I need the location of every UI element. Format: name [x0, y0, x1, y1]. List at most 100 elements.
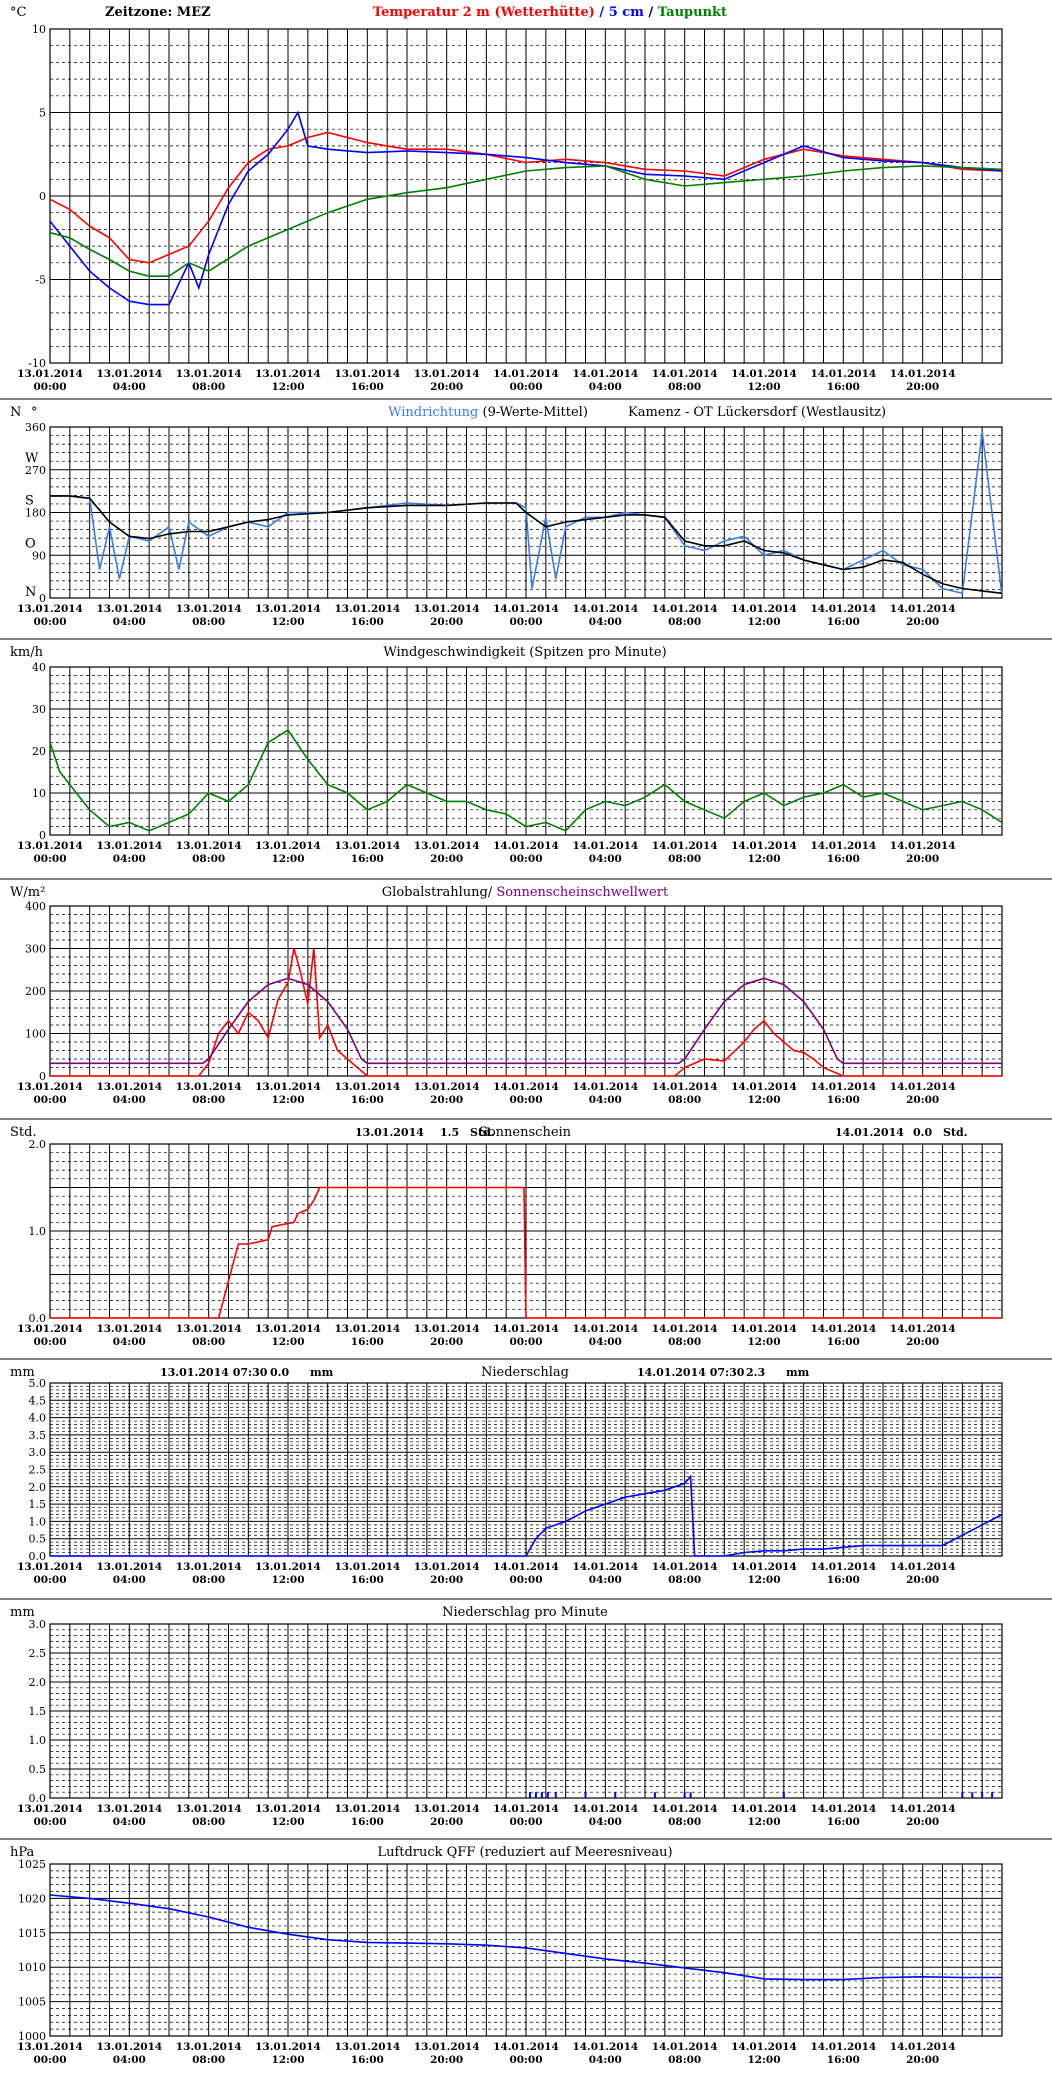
x-date-label: 14.01.2014: [572, 840, 638, 852]
x-date-label: 14.01.2014: [652, 2041, 718, 2053]
x-date-label: 14.01.2014: [890, 1561, 956, 1573]
x-date-label: 14.01.2014: [652, 840, 718, 852]
x-date-label: 13.01.2014: [255, 1803, 321, 1815]
day-summary-value: 2.3: [746, 1366, 765, 1379]
y-tick-label: 1.5: [29, 1498, 47, 1511]
x-time-label: 00:00: [33, 616, 66, 628]
x-date-label: 13.01.2014: [414, 603, 480, 615]
x-time-label: 20:00: [906, 1094, 939, 1106]
x-date-label: 14.01.2014: [731, 1803, 797, 1815]
x-time-label: 16:00: [827, 853, 860, 865]
x-time-label: 12:00: [747, 2054, 780, 2066]
x-date-label: 14.01.2014: [493, 2041, 559, 2053]
x-date-label: 14.01.2014: [810, 1081, 876, 1093]
x-date-label: 13.01.2014: [17, 1323, 83, 1335]
x-date-label: 14.01.2014: [572, 603, 638, 615]
x-time-label: 20:00: [430, 1336, 463, 1348]
x-date-label: 13.01.2014: [334, 2041, 400, 2053]
plot-frame: [49, 666, 1003, 836]
x-date-label: 14.01.2014: [731, 840, 797, 852]
unit-label: Std.: [10, 1125, 37, 1140]
series-line: [50, 1186, 1002, 1319]
x-time-label: 00:00: [33, 2054, 66, 2066]
series-line: [49, 165, 1003, 278]
x-time-label: 00:00: [509, 1574, 542, 1586]
y-tick-label: 300: [25, 943, 46, 956]
x-date-label: 13.01.2014: [176, 1803, 242, 1815]
y-tick-label: 3.0: [29, 1446, 47, 1459]
x-date-label: 14.01.2014: [493, 603, 559, 615]
x-time-label: 20:00: [430, 1574, 463, 1586]
y-tick-label: 1.0: [29, 1225, 47, 1238]
x-date-label: 13.01.2014: [176, 368, 242, 380]
x-time-label: 00:00: [509, 381, 542, 393]
y-tick-label: 2.5: [29, 1464, 47, 1477]
compass-label: S: [25, 494, 34, 509]
x-time-label: 04:00: [113, 381, 146, 393]
unit-label: N: [10, 405, 21, 420]
x-time-label: 04:00: [589, 1336, 622, 1348]
x-time-label: 16:00: [827, 2054, 860, 2066]
day-summary-unit: Std.: [943, 1126, 968, 1139]
x-time-label: 04:00: [113, 853, 146, 865]
series-line: [49, 110, 1003, 306]
x-time-label: 04:00: [589, 1574, 622, 1586]
x-axis-labels: 13.01.201400:0013.01.201404:0013.01.2014…: [17, 1323, 955, 1348]
x-axis-labels: 13.01.201400:0013.01.201404:0013.01.2014…: [17, 2041, 955, 2066]
x-date-label: 14.01.2014: [493, 368, 559, 380]
x-time-label: 08:00: [192, 1336, 225, 1348]
panel-wind_direction: 0 90 180 270 360 N ° W S O N Windrichtung (9-Werte-…: [0, 398, 1052, 628]
x-time-label: 12:00: [747, 381, 780, 393]
y-tick-label: 90: [32, 549, 46, 562]
x-time-label: 16:00: [351, 1336, 384, 1348]
x-date-label: 13.01.2014: [255, 840, 321, 852]
x-date-label: 13.01.2014: [96, 1803, 162, 1815]
x-date-label: 13.01.2014: [176, 2041, 242, 2053]
x-time-label: 20:00: [430, 1816, 463, 1828]
unit-label: mm: [10, 1365, 35, 1380]
x-date-label: 13.01.2014: [255, 2041, 321, 2053]
y-tick-label: 0: [39, 190, 46, 203]
y-tick-label: 1015: [18, 1927, 46, 1940]
unit-label: °C: [10, 5, 27, 20]
x-time-label: 20:00: [906, 381, 939, 393]
timezone-label: Zeitzone: MEZ: [105, 5, 211, 20]
x-time-label: 20:00: [430, 616, 463, 628]
x-date-label: 14.01.2014: [810, 1323, 876, 1335]
x-date-label: 13.01.2014: [255, 603, 321, 615]
x-date-label: 13.01.2014: [17, 2041, 83, 2053]
x-time-label: 08:00: [192, 2054, 225, 2066]
chart-title-part: Taupunkt: [658, 5, 727, 20]
y-tick-label: 0.0: [29, 1550, 47, 1563]
x-time-label: 12:00: [271, 853, 304, 865]
x-time-label: 08:00: [192, 381, 225, 393]
chart-title-part: Niederschlag pro Minute: [442, 1605, 608, 1620]
y-tick-label: 40: [32, 661, 46, 674]
chart-title-part: Temperatur 2 m (Wetterhütte): [373, 5, 595, 20]
x-time-label: 20:00: [906, 616, 939, 628]
y-tick-label: 2.0: [29, 1676, 47, 1689]
x-date-label: 13.01.2014: [17, 840, 83, 852]
x-time-label: 20:00: [906, 1816, 939, 1828]
x-time-label: 00:00: [33, 381, 66, 393]
plot-frame: [49, 1863, 1003, 2037]
x-date-label: 14.01.2014: [890, 840, 956, 852]
x-time-label: 08:00: [668, 381, 701, 393]
x-date-label: 13.01.2014: [96, 840, 162, 852]
y-tick-label: 1010: [18, 1961, 46, 1974]
x-time-label: 16:00: [351, 1574, 384, 1586]
vertical-gridlines: [49, 1864, 1003, 2036]
x-time-label: 00:00: [509, 1336, 542, 1348]
chart-title-part: Windrichtung: [388, 405, 478, 420]
x-date-label: 14.01.2014: [652, 1323, 718, 1335]
horizontal-gridlines: [50, 666, 1002, 836]
x-time-label: 00:00: [33, 1574, 66, 1586]
x-date-label: 13.01.2014: [334, 1081, 400, 1093]
x-date-label: 13.01.2014: [334, 1561, 400, 1573]
x-date-label: 13.01.2014: [334, 840, 400, 852]
x-time-label: 08:00: [192, 616, 225, 628]
y-tick-label: 1025: [18, 1858, 46, 1871]
x-date-label: 13.01.2014: [334, 1803, 400, 1815]
